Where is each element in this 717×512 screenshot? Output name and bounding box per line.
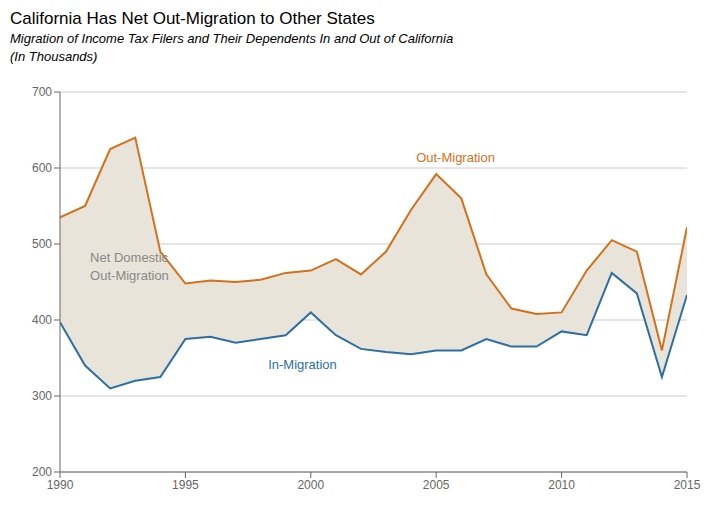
svg-text:In-Migration: In-Migration xyxy=(268,357,337,372)
html-text:(In Thousands): (In Thousands) xyxy=(10,49,98,64)
svg-text:Out-Migration: Out-Migration xyxy=(416,150,495,165)
svg-text:1990: 1990 xyxy=(47,478,74,492)
svg-text:400: 400 xyxy=(32,313,52,327)
svg-text:2015: 2015 xyxy=(674,478,701,492)
svg-text:2010: 2010 xyxy=(548,478,575,492)
svg-text:700: 700 xyxy=(32,85,52,99)
svg-text:500: 500 xyxy=(32,237,52,251)
svg-text:300: 300 xyxy=(32,389,52,403)
svg-text:1995: 1995 xyxy=(172,478,199,492)
svg-text:200: 200 xyxy=(32,465,52,479)
html-text:California Has Net Out-Migrati: California Has Net Out-Migration to Othe… xyxy=(10,9,375,28)
svg-text:2000: 2000 xyxy=(297,478,324,492)
html-text:Migration of Income Tax Filers: Migration of Income Tax Filers and Their… xyxy=(10,31,454,46)
svg-text:Net DomesticOut-Migration: Net DomesticOut-Migration xyxy=(90,251,169,284)
svg-text:600: 600 xyxy=(32,161,52,175)
svg-text:2005: 2005 xyxy=(423,478,450,492)
